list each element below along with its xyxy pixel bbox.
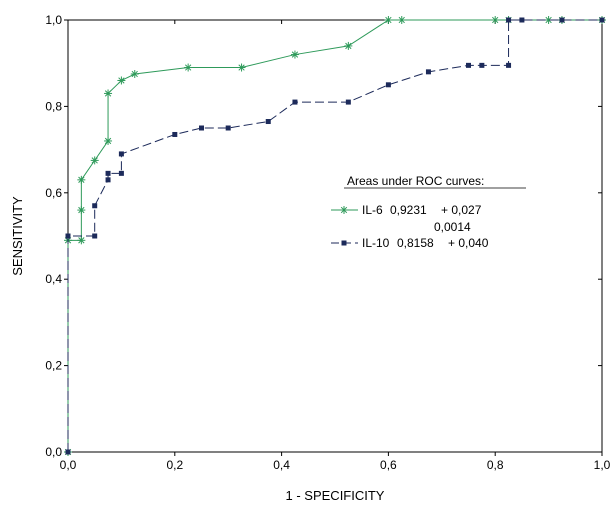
series-il10-point	[65, 233, 71, 239]
series-il10-point	[506, 17, 512, 23]
series-il6-point	[130, 70, 139, 78]
series-il6-point	[290, 50, 299, 59]
x-tick-label: 1,0	[594, 458, 611, 472]
y-tick-label: 0,6	[45, 186, 62, 200]
series-il10-point	[105, 170, 111, 176]
legend-il10-marker	[341, 240, 347, 246]
series-il10-point	[225, 125, 231, 131]
y-tick-label: 1,0	[45, 13, 62, 27]
plot-frame	[67, 19, 603, 453]
legend: Areas under ROC curves: IL-6 0,9231 + 0,…	[331, 174, 526, 250]
y-tick-label: 0,0	[45, 445, 62, 459]
legend-il6-p: 0,0014	[434, 220, 471, 234]
legend-il6-auc: 0,9231	[390, 203, 427, 217]
legend-il6-se: + 0,027	[441, 203, 482, 217]
series-il6-point	[104, 136, 113, 145]
y-axis-title: SENSITIVITY	[10, 196, 25, 276]
x-tick-label: 0,4	[273, 458, 290, 472]
series-il10-point	[292, 99, 298, 105]
series-il10-point	[199, 125, 204, 131]
legend-il6-name: IL-6	[362, 203, 383, 217]
series-il10-point	[105, 177, 111, 183]
series-il6-point	[104, 89, 113, 98]
legend-il6-asterisk	[340, 206, 348, 214]
series-il10-point	[506, 62, 512, 68]
series-il6-point	[237, 63, 246, 72]
series-il10-point	[92, 233, 98, 239]
series-il6-point	[397, 16, 406, 24]
series-il10-point	[172, 131, 178, 137]
series-il6-point	[77, 175, 86, 184]
series-il6-point	[384, 16, 393, 24]
series-il10-point	[118, 151, 124, 157]
series-il6-line	[67, 19, 602, 452]
x-tick-label: 0,8	[487, 458, 504, 472]
x-tick-label: 0,0	[60, 458, 77, 472]
series-il10-point	[65, 449, 71, 455]
x-axis-title: 1 - SPECIFICITY	[286, 488, 385, 503]
legend-il10-square	[341, 240, 347, 246]
series-il6-point	[90, 156, 99, 165]
series-il10-point	[466, 62, 471, 68]
plot-area: 0,0 0,2 0,4 0,6 0,8 1,0 0,0 0,2 0,4 0,6 0,8 1,0	[45, 13, 610, 472]
series-il10-point	[265, 119, 271, 125]
series-il6-point	[184, 63, 193, 72]
series-il10-point	[118, 170, 124, 176]
series-il10-point	[519, 17, 525, 23]
series-il6-point	[77, 236, 86, 245]
series-il6-point	[491, 16, 500, 24]
series-il6-point	[117, 76, 126, 85]
series-il10-point	[345, 99, 351, 105]
legend-il10-auc: 0,8158	[397, 236, 434, 250]
series-il10-point	[599, 17, 605, 23]
series-il10-line	[67, 19, 602, 452]
series-il6-point	[344, 41, 353, 50]
series-il10-point	[559, 17, 565, 23]
series-il10-point	[92, 203, 98, 209]
y-tick-label: 0,4	[45, 272, 62, 286]
legend-title: Areas under ROC curves:	[347, 174, 484, 188]
y-tick-label: 0,8	[45, 99, 62, 113]
legend-il6-marker	[340, 206, 348, 214]
series-il10-point	[425, 69, 431, 75]
x-tick-label: 0,2	[166, 458, 183, 472]
legend-il10-name: IL-10	[362, 236, 390, 250]
x-tick-label: 0,6	[380, 458, 397, 472]
legend-il10-se: + 0,040	[448, 236, 489, 250]
y-tick-label: 0,2	[45, 359, 62, 373]
series-il10-point	[479, 62, 485, 68]
series-il10-point	[385, 82, 391, 88]
series-il6-point	[77, 206, 86, 215]
